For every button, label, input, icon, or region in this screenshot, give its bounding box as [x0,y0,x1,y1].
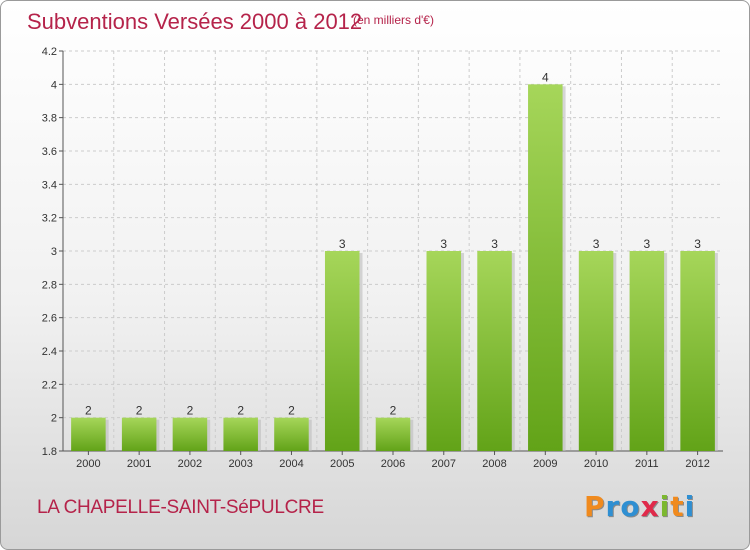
logo-letter: i [659,490,671,523]
y-tick-label: 4.2 [42,46,57,58]
logo-letter: x [640,490,660,523]
commune-name: LA CHAPELLE-SAINT-SéPULCRE [37,497,324,518]
y-tick-label: 3.2 [42,213,57,225]
logo-letter: r [605,490,621,523]
axes: 1.8 2 2.2 2.4 2.6 2.8 3 3.2 3.4 3.6 3.8 4 4.2 2000 200… [42,46,723,470]
y-tick-label: 3.6 [42,146,57,158]
bar [121,417,157,451]
bar [477,251,512,451]
data-label: 2 [187,404,194,418]
data-label: 2 [288,404,295,418]
bar [629,251,665,451]
x-tick-label: 2009 [533,458,557,470]
x-tick-label: 2010 [584,458,608,470]
y-tick-label: 2 [51,413,57,425]
chart-title: Subventions Versées 2000 à 2012 [27,9,363,34]
chart-unit: (en milliers d'€) [353,13,434,27]
bar [172,417,208,451]
y-tick-label: 2.6 [42,313,57,325]
x-tick-label: 2007 [432,458,456,470]
bar [223,417,258,451]
bar [71,417,106,451]
x-tick-label: 2008 [482,458,506,470]
x-tick-label: 2001 [127,458,151,470]
bar [680,251,715,451]
proxiti-logo[interactable]: Proxiti [584,490,695,523]
x-tick-label: 2006 [381,458,405,470]
x-tick-label: 2011 [635,458,659,470]
data-label: 3 [491,237,498,251]
logo-letter: o [620,490,641,523]
data-label: 2 [85,404,92,418]
y-tick-label: 1.8 [42,446,57,458]
y-tick-label: 4 [51,79,57,91]
logo-letter: t [670,490,685,523]
x-tick-label: 2004 [279,458,303,470]
data-label: 2 [136,404,143,418]
x-tick-label: 2003 [228,458,252,470]
data-label: 2 [390,404,397,418]
grid-lines [63,50,723,452]
y-tick-label: 3.4 [42,179,57,191]
data-label: 3 [644,237,651,251]
x-tick-label: 2000 [76,458,100,470]
bar [324,251,360,451]
x-tick-label: 2012 [685,458,709,470]
bar [578,251,614,451]
data-label: 2 [237,404,244,418]
data-labels: 2 2 2 2 2 3 2 3 3 4 3 3 3 [85,70,701,417]
logo-letter: P [584,490,606,523]
bars [71,84,718,451]
bar [375,417,411,451]
y-tick-label: 2.4 [42,346,57,358]
y-tick-label: 3.8 [42,113,57,125]
bar [274,417,309,451]
data-label: 3 [339,237,346,251]
x-tick-label: 2005 [330,458,354,470]
bar [426,251,462,451]
data-label: 3 [440,237,447,251]
logo-letter: i [684,490,696,523]
y-tick-label: 2.8 [42,279,57,291]
x-tick-label: 2002 [178,458,202,470]
data-label: 3 [593,237,600,251]
bar [528,84,563,451]
y-tick-label: 3 [51,246,57,258]
y-tick-label: 2.2 [42,379,57,391]
data-label: 4 [542,70,549,84]
data-label: 3 [694,237,701,251]
